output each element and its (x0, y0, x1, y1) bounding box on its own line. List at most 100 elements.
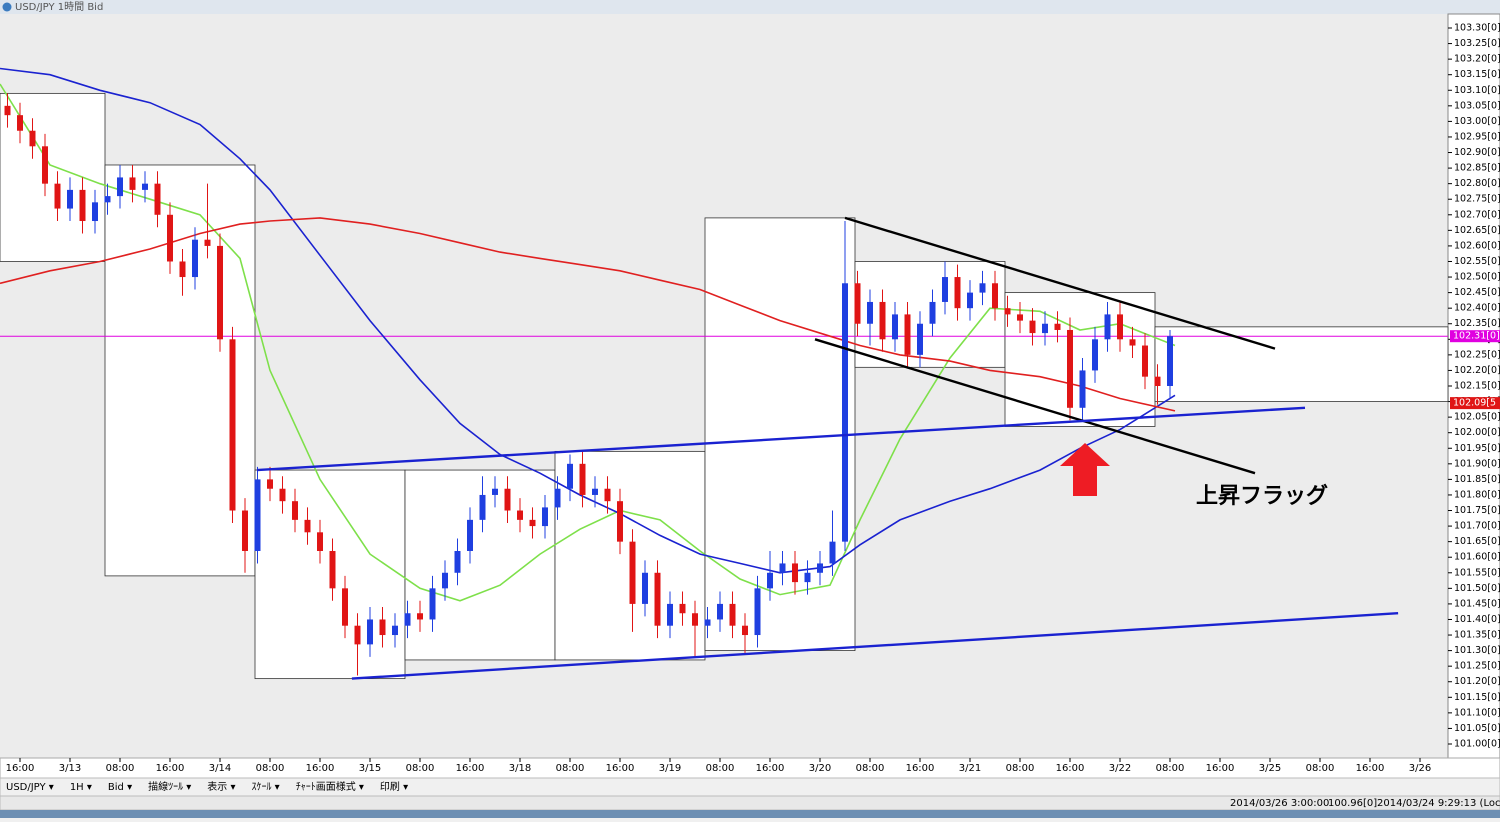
x-tick-label: 08:00 (556, 763, 585, 774)
x-tick-label: 3/19 (659, 763, 681, 774)
x-tick-label: 16:00 (6, 763, 35, 774)
y-tick-label: 102.60[0] (1454, 240, 1500, 251)
toolbar-button[interactable]: ｽｹｰﾙ ▾ (252, 781, 280, 793)
y-tick-label: 102.90[0] (1454, 147, 1500, 158)
y-tick-label: 102.45[0] (1454, 287, 1500, 298)
candle-body (504, 488, 511, 511)
candle-body (904, 314, 911, 355)
candle-body (1167, 336, 1173, 386)
status-time: 2014/03/26 3:00:00 (1230, 798, 1329, 809)
candle-body (829, 541, 836, 564)
candle-body (767, 572, 773, 589)
y-tick-label: 101.25[0] (1454, 661, 1500, 672)
taskbar (0, 810, 1500, 818)
candle-body (1004, 308, 1011, 315)
arrow (1060, 443, 1110, 496)
price-tag (1450, 330, 1500, 343)
x-tick-label: 16:00 (1206, 763, 1235, 774)
y-tick-label: 101.35[0] (1454, 630, 1500, 641)
y-tick-label: 101.05[0] (1454, 723, 1500, 734)
candle-body (1154, 376, 1161, 386)
x-tick-label: 3/26 (1409, 763, 1431, 774)
candle-body (192, 239, 198, 278)
candle-body (217, 245, 223, 340)
candle-body (67, 189, 73, 209)
candle-body (254, 479, 261, 551)
candle-body (792, 563, 798, 583)
candle-body (354, 625, 361, 645)
x-tick-label: 16:00 (156, 763, 185, 774)
trend-line (351, 612, 1399, 680)
candle-body (154, 183, 161, 215)
x-tick-label: 16:00 (756, 763, 785, 774)
candle-body (1017, 314, 1023, 321)
toolbar-button[interactable]: ﾁｬｰﾄ画面様式 ▾ (296, 780, 364, 793)
x-tick-label: 08:00 (106, 763, 135, 774)
y-tick-label: 103.25[0] (1454, 38, 1500, 49)
y-tick-label: 101.15[0] (1454, 692, 1500, 703)
toolbar-button[interactable]: 表示 ▾ (207, 780, 235, 793)
candle-body (742, 625, 748, 636)
y-tick-label: 102.80[0] (1454, 178, 1500, 189)
y-tick-label: 103.30[0] (1454, 23, 1500, 34)
candle-body (1129, 339, 1136, 346)
y-tick-label: 103.00[0] (1454, 116, 1500, 127)
candle-body (279, 488, 286, 502)
candle-body (579, 463, 586, 495)
x-tick-label: 16:00 (456, 763, 485, 774)
y-tick-label: 102.75[0] (1454, 194, 1500, 205)
toolbar-button[interactable]: 1H ▾ (70, 782, 92, 793)
y-tick-label: 103.10[0] (1454, 85, 1500, 96)
price-tag-label: 102.31[0] (1453, 331, 1500, 342)
y-tick-label: 102.40[0] (1454, 303, 1500, 314)
candle-body (492, 488, 498, 495)
candle-body (117, 177, 123, 197)
y-tick-label: 101.75[0] (1454, 505, 1500, 516)
candle-body (429, 588, 436, 620)
candle-body (42, 146, 48, 184)
candle-body (517, 510, 523, 520)
candle-body (229, 339, 236, 511)
candle-body (104, 196, 111, 203)
candle-body (617, 501, 623, 542)
y-tick-label: 101.50[0] (1454, 583, 1500, 594)
toolbar-button[interactable]: Bid ▾ (108, 782, 132, 793)
y-tick-label: 102.35[0] (1454, 318, 1500, 329)
candle-body (367, 619, 373, 645)
x-tick-label: 08:00 (856, 763, 885, 774)
x-tick-label: 08:00 (1156, 763, 1185, 774)
toolbar-button[interactable]: 印刷 ▾ (380, 781, 408, 793)
candle-body (442, 572, 448, 589)
y-tick-label: 103.05[0] (1454, 100, 1500, 111)
window-title: USD/JPY 1時間 Bid (15, 1, 103, 13)
candle-body (292, 501, 298, 520)
x-tick-label: 16:00 (1356, 763, 1385, 774)
y-tick-label: 102.00[0] (1454, 427, 1500, 438)
candle-body (529, 519, 536, 527)
candle-body (454, 550, 461, 573)
x-tick-label: 3/14 (209, 763, 231, 774)
candle-body (917, 323, 923, 355)
range-box (0, 92, 106, 262)
y-tick-label: 102.15[0] (1454, 381, 1500, 392)
y-tick-label: 102.05[0] (1454, 412, 1500, 423)
candle-body (892, 314, 898, 340)
app-icon (2, 2, 12, 12)
toolbar-button[interactable]: 描線ﾂｰﾙ ▾ (148, 780, 191, 793)
candle-body (92, 202, 98, 222)
x-tick-label: 08:00 (256, 763, 285, 774)
y-tick-label: 102.50[0] (1454, 272, 1500, 283)
toolbar-button[interactable]: USD/JPY ▾ (6, 782, 54, 793)
candle-body (604, 488, 611, 502)
candle-body (379, 619, 386, 636)
x-tick-label: 3/18 (509, 763, 531, 774)
candle-body (79, 189, 86, 222)
trend-line (256, 406, 1306, 472)
title-bar (0, 0, 1500, 14)
y-tick-label: 101.60[0] (1454, 552, 1500, 563)
candle-body (879, 301, 886, 340)
candle-body (304, 519, 311, 533)
x-tick-label: 3/15 (359, 763, 381, 774)
candle-body (342, 588, 348, 626)
candle-body (729, 603, 736, 626)
